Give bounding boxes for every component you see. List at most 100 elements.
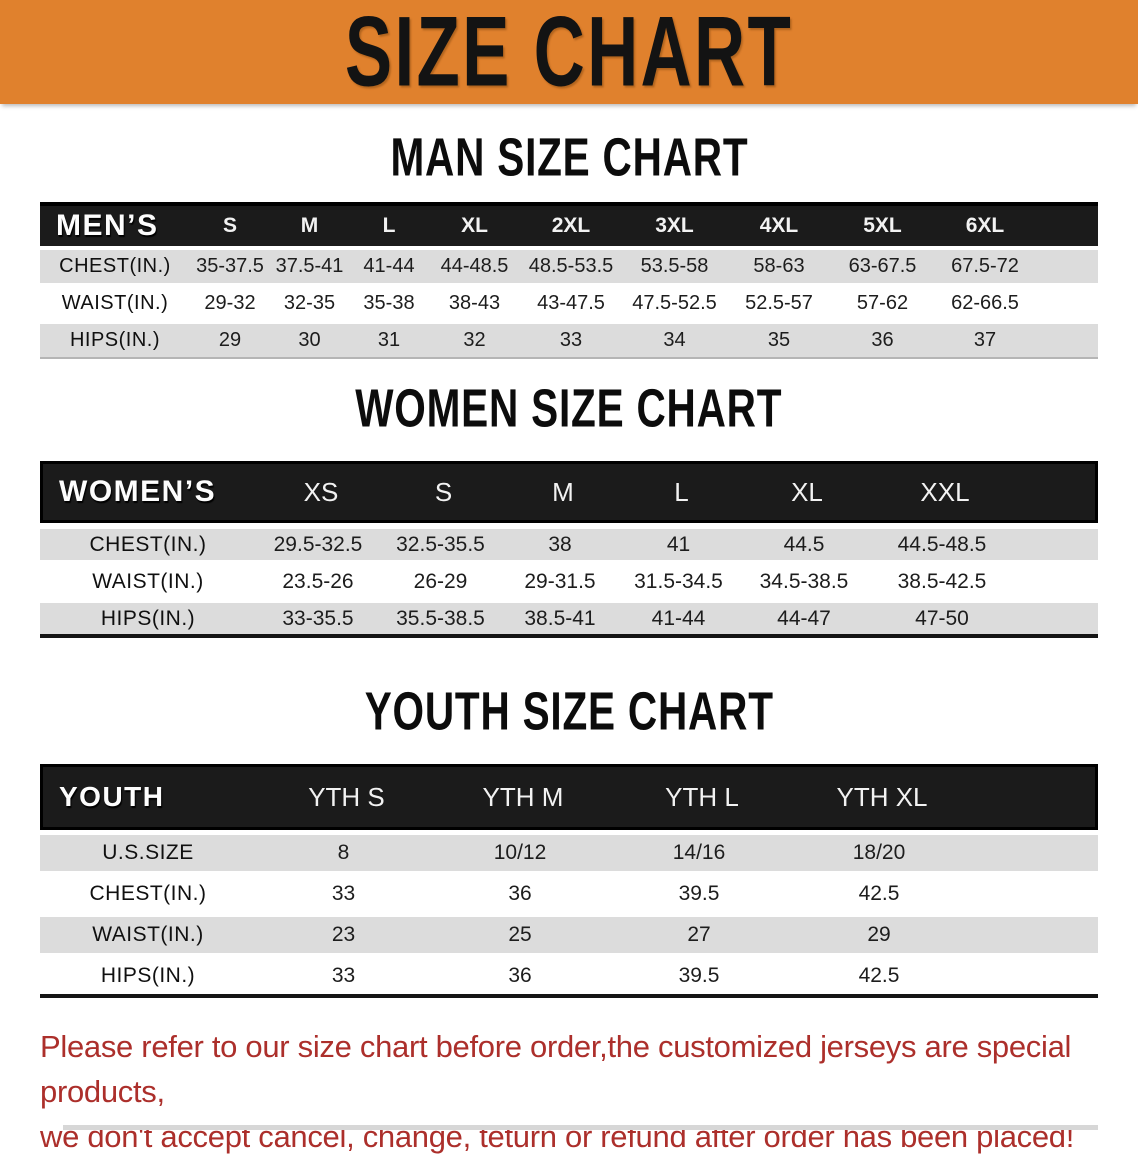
size-column-header: M bbox=[552, 476, 574, 507]
banner-title: SIZE CHART bbox=[344, 0, 794, 108]
row-label: WAIST(IN.) bbox=[61, 292, 169, 314]
disclaimer-text: Please refer to our size chart before or… bbox=[40, 1024, 1100, 1159]
measurement-row: HIPS(IN.) 33 36 39.5 42.5 bbox=[40, 958, 1098, 994]
size-value: 44-47 bbox=[777, 606, 831, 630]
size-value: 38.5-41 bbox=[524, 606, 596, 630]
size-column-header: 3XL bbox=[655, 214, 694, 237]
size-column-header: YTH XL bbox=[836, 781, 928, 812]
size-column-header: L bbox=[382, 214, 396, 237]
size-value: 43-47.5 bbox=[537, 292, 605, 314]
size-value: 29-32 bbox=[204, 292, 256, 314]
size-value: 63-67.5 bbox=[848, 255, 917, 277]
measurement-row: CHEST(IN.) 29.5-32.5 32.5-35.5 38 41 44.5 44.5… bbox=[40, 529, 1098, 560]
size-value: 33 bbox=[559, 329, 583, 351]
row-label: U.S.SIZE bbox=[102, 841, 194, 864]
table-corner-label: YOUTH bbox=[59, 781, 165, 812]
size-value: 44-48.5 bbox=[440, 255, 509, 277]
size-value: 32.5-35.5 bbox=[396, 532, 485, 556]
measurement-row: WAIST(IN.) 23 25 27 29 bbox=[40, 917, 1098, 953]
size-value: 29 bbox=[218, 329, 242, 351]
table-header-row: MEN’S S M L XL 2XL 3XL 4XL 5XL 6XL bbox=[40, 202, 1098, 246]
size-value: 34 bbox=[663, 329, 686, 351]
size-column-header: 4XL bbox=[759, 214, 799, 237]
row-label: CHEST(IN.) bbox=[89, 532, 207, 556]
size-value: 36 bbox=[508, 882, 532, 905]
disclaimer-line-1: Please refer to our size chart before or… bbox=[40, 1029, 1072, 1109]
size-column-header: S bbox=[222, 214, 237, 237]
row-label: WAIST(IN.) bbox=[92, 569, 204, 593]
youth-size-table: YOUTH YTH S YTH M YTH L YTH XL U.S.SIZE 8 10/12… bbox=[40, 764, 1098, 998]
size-value: 32 bbox=[463, 329, 486, 351]
size-column-header: 2XL bbox=[551, 214, 591, 237]
size-value: 31 bbox=[377, 329, 401, 351]
table-corner-label: MEN’S bbox=[56, 209, 159, 242]
size-column-header: XL bbox=[461, 214, 488, 237]
size-value: 57-62 bbox=[856, 292, 909, 314]
size-value: 33 bbox=[331, 964, 356, 987]
size-value: 38.5-42.5 bbox=[897, 569, 987, 593]
size-value: 41-44 bbox=[363, 255, 415, 277]
bottom-divider bbox=[63, 1125, 1098, 1130]
size-column-header: M bbox=[300, 214, 319, 237]
size-value: 29.5-32.5 bbox=[273, 532, 363, 556]
measurement-row: U.S.SIZE 8 10/12 14/16 18/20 bbox=[40, 835, 1098, 871]
size-value: 58-63 bbox=[753, 255, 805, 277]
size-value: 37 bbox=[973, 329, 997, 351]
youth-chart-heading-text: YOUTH SIZE CHART bbox=[364, 681, 774, 743]
size-value: 26-29 bbox=[413, 569, 468, 593]
size-value: 35 bbox=[767, 329, 791, 351]
measurement-row: CHEST(IN.) 33 36 39.5 42.5 bbox=[40, 876, 1098, 912]
size-column-header: YTH L bbox=[665, 781, 739, 812]
size-value: 36 bbox=[508, 964, 532, 987]
row-label: HIPS(IN.) bbox=[69, 329, 161, 351]
size-value: 29 bbox=[867, 923, 891, 946]
men-size-table: MEN’S S M L XL 2XL 3XL 4XL 5XL 6XL CHEST(IN.) 35-37… bbox=[40, 202, 1098, 359]
size-column-header: L bbox=[674, 476, 689, 507]
size-value: 14/16 bbox=[672, 841, 726, 864]
measurement-row: WAIST(IN.) 29-32 32-35 35-38 38-43 43-47.5 47.… bbox=[40, 287, 1098, 320]
size-value: 36 bbox=[871, 329, 894, 351]
size-value: 42.5 bbox=[858, 882, 900, 905]
women-chart-heading: WOMEN SIZE CHART bbox=[0, 378, 1138, 440]
size-value: 35.5-38.5 bbox=[396, 606, 485, 630]
women-size-table: WOMEN’S XS S M L XL XXL CHEST(IN.) 29.5-32.5 32.5… bbox=[40, 461, 1098, 638]
size-value: 8 bbox=[337, 841, 350, 864]
size-value: 18/20 bbox=[852, 841, 906, 864]
size-column-header: YTH M bbox=[482, 781, 564, 812]
size-column-header: XXL bbox=[920, 476, 970, 507]
size-value: 41 bbox=[666, 532, 691, 556]
size-value: 10/12 bbox=[493, 841, 547, 864]
size-column-header: XL bbox=[791, 476, 823, 507]
row-label: HIPS(IN.) bbox=[100, 606, 196, 630]
size-value: 35-37.5 bbox=[196, 255, 264, 277]
size-value: 30 bbox=[298, 329, 321, 351]
youth-size-section: YOUTH SIZE CHART YOUTH YTH S YTH M YTH L YTH… bbox=[0, 681, 1138, 998]
table-header-row: YOUTH YTH S YTH M YTH L YTH XL bbox=[40, 764, 1098, 830]
size-value: 31.5-34.5 bbox=[634, 569, 723, 593]
size-value: 35-38 bbox=[363, 292, 415, 314]
size-value: 25 bbox=[508, 923, 532, 946]
size-value: 29-31.5 bbox=[524, 569, 596, 593]
size-chart-banner: SIZE CHART bbox=[0, 0, 1138, 104]
size-value: 38-43 bbox=[448, 292, 501, 314]
size-value: 23 bbox=[331, 923, 356, 946]
size-value: 41-44 bbox=[651, 606, 706, 630]
size-column-header: 6XL bbox=[965, 214, 1005, 237]
size-value: 47.5-52.5 bbox=[632, 292, 717, 314]
table-header-row: WOMEN’S XS S M L XL XXL bbox=[40, 461, 1098, 523]
size-value: 44.5 bbox=[783, 532, 825, 556]
measurement-row: HIPS(IN.) 29 30 31 32 33 34 35 36 37 bbox=[40, 324, 1098, 357]
size-column-header: 5XL bbox=[863, 214, 902, 237]
size-value: 39.5 bbox=[678, 964, 720, 987]
size-column-header: YTH S bbox=[308, 781, 385, 812]
size-value: 27 bbox=[687, 923, 711, 946]
measurement-row: CHEST(IN.) 35-37.5 37.5-41 41-44 44-48.5 48.5… bbox=[40, 250, 1098, 283]
size-value: 48.5-53.5 bbox=[528, 255, 614, 277]
size-value: 37.5-41 bbox=[275, 255, 344, 277]
size-value: 23.5-26 bbox=[282, 569, 354, 593]
women-chart-heading-text: WOMEN SIZE CHART bbox=[355, 378, 783, 440]
size-value: 32-35 bbox=[283, 292, 336, 314]
row-label: CHEST(IN.) bbox=[59, 255, 171, 277]
men-chart-heading-text: MAN SIZE CHART bbox=[390, 127, 748, 189]
size-value: 39.5 bbox=[678, 882, 720, 905]
